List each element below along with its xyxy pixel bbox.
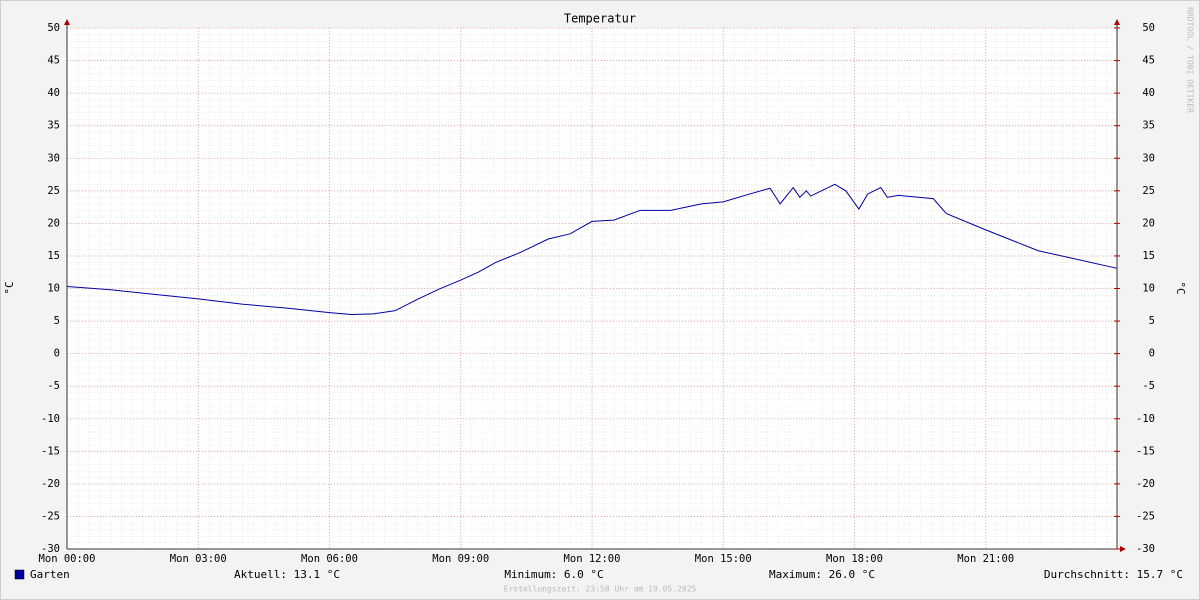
y2-tick-label: 40 bbox=[1142, 87, 1155, 99]
y2-tick-label: 35 bbox=[1142, 120, 1155, 132]
y-tick-label: 45 bbox=[47, 55, 60, 67]
legend-swatch bbox=[14, 569, 25, 580]
y-tick-label: 25 bbox=[47, 185, 60, 197]
y2-tick-label: 0 bbox=[1149, 348, 1155, 360]
y-tick-label: -25 bbox=[41, 510, 60, 522]
y2-tick-label: -15 bbox=[1136, 445, 1155, 457]
y-tick-label: 50 bbox=[47, 22, 60, 34]
y-tick-label: 5 bbox=[54, 315, 60, 327]
y-tick-label: 35 bbox=[47, 120, 60, 132]
y2-tick-label: -10 bbox=[1136, 413, 1155, 425]
x-tick-label: Mon 00:00 bbox=[39, 553, 96, 565]
y-tick-label: 15 bbox=[47, 250, 60, 262]
stat-current: Aktuell: 13.1 °C bbox=[234, 568, 340, 581]
y2-tick-label: -30 bbox=[1136, 543, 1155, 555]
y2-tick-label: 50 bbox=[1142, 22, 1155, 34]
y2-tick-label: -20 bbox=[1136, 478, 1155, 490]
footnote: Erstellungszeit: 23:58 Uhr am 19.05.2025 bbox=[504, 585, 697, 594]
series-line bbox=[66, 183, 1118, 316]
stat-maximum: Maximum: 26.0 °C bbox=[769, 568, 875, 581]
y-tick-label: 10 bbox=[47, 283, 60, 295]
x-tick-label: Mon 15:00 bbox=[695, 553, 752, 565]
x-tick-label: Mon 09:00 bbox=[432, 553, 489, 565]
y2-tick-label: 5 bbox=[1149, 315, 1155, 327]
y-tick-label: 20 bbox=[47, 217, 60, 229]
y2-axis-label: °C bbox=[1174, 281, 1187, 294]
x-tick-label: Mon 12:00 bbox=[564, 553, 621, 565]
y-tick-label: 40 bbox=[47, 87, 60, 99]
y-axis-label: °C bbox=[3, 281, 16, 294]
y-tick-label: -30 bbox=[41, 543, 60, 555]
y2-tick-label: 15 bbox=[1142, 250, 1155, 262]
y-tick-label: 30 bbox=[47, 152, 60, 164]
y-tick-label: 0 bbox=[54, 348, 60, 360]
watermark: RRDTOOL / TOBI OETIKER bbox=[1186, 7, 1195, 113]
stat-minimum: Minimum: 6.0 °C bbox=[504, 568, 603, 581]
y-tick-label: -20 bbox=[41, 478, 60, 490]
x-tick-label: Mon 21:00 bbox=[957, 553, 1014, 565]
x-tick-label: Mon 03:00 bbox=[170, 553, 227, 565]
y2-tick-label: 45 bbox=[1142, 55, 1155, 67]
legend-label: Garten bbox=[30, 568, 70, 581]
y2-tick-label: -5 bbox=[1142, 380, 1155, 392]
y2-tick-label: 10 bbox=[1142, 283, 1155, 295]
y2-tick-label: 30 bbox=[1142, 152, 1155, 164]
y2-tick-label: 25 bbox=[1142, 185, 1155, 197]
x-tick-label: Mon 18:00 bbox=[826, 553, 883, 565]
stat-average: Durchschnitt: 15.7 °C bbox=[1044, 568, 1183, 581]
y-tick-label: -5 bbox=[47, 380, 60, 392]
y-tick-label: -10 bbox=[41, 413, 60, 425]
y2-tick-label: -25 bbox=[1136, 510, 1155, 522]
x-tick-label: Mon 06:00 bbox=[301, 553, 358, 565]
y-tick-label: -15 bbox=[41, 445, 60, 457]
y2-tick-label: 20 bbox=[1142, 217, 1155, 229]
chart-title: Temperatur bbox=[564, 12, 636, 26]
